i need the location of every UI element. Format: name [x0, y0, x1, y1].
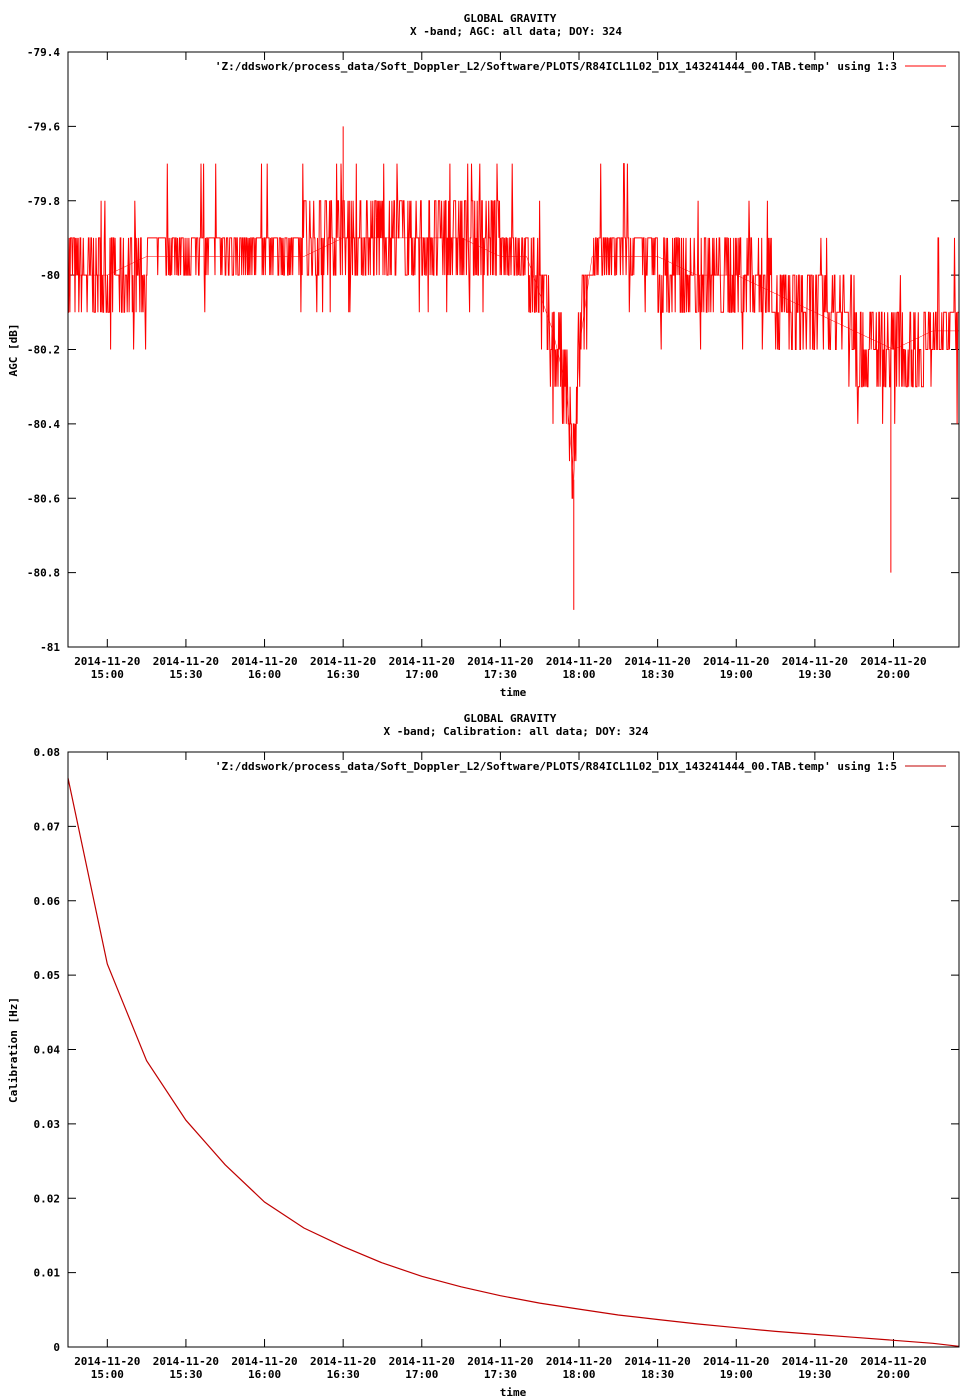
x-tick-time: 17:30 — [484, 1368, 517, 1381]
y-tick-label: 0.06 — [34, 895, 61, 908]
x-tick-labels: 2014-11-2015:002014-11-2015:302014-11-20… — [74, 655, 926, 681]
x-tick-time: 16:30 — [327, 668, 360, 681]
x-tick-date: 2014-11-20 — [153, 655, 219, 668]
y-tick-label: 0.04 — [34, 1044, 61, 1057]
x-tick-date: 2014-11-20 — [782, 655, 848, 668]
x-tick-time: 17:00 — [405, 668, 438, 681]
x-tick-time: 16:30 — [327, 1368, 360, 1381]
series-line — [67, 777, 960, 1347]
y-tick-label: -80.6 — [27, 492, 60, 505]
series-line — [68, 237, 959, 480]
y-axis-label: Calibration [Hz] — [7, 997, 20, 1103]
chart-subtitle: X -band; Calibration: all data; DOY: 324 — [384, 725, 649, 738]
x-tick-date: 2014-11-20 — [74, 1355, 140, 1368]
x-tick-date: 2014-11-20 — [860, 1355, 926, 1368]
x-tick-date: 2014-11-20 — [625, 1355, 691, 1368]
x-tick-time: 15:30 — [169, 668, 202, 681]
chart-title: GLOBAL GRAVITY — [464, 12, 557, 25]
y-tick-label: 0.01 — [34, 1267, 61, 1280]
x-tick-time: 19:00 — [720, 1368, 753, 1381]
x-tick-date: 2014-11-20 — [703, 1355, 769, 1368]
plot-frame — [67, 751, 960, 1348]
x-tick-time: 17:30 — [484, 668, 517, 681]
x-tick-date: 2014-11-20 — [231, 1355, 297, 1368]
y-tick-label: 0.02 — [34, 1192, 61, 1205]
plot-frame — [67, 51, 960, 648]
x-tick-date: 2014-11-20 — [625, 655, 691, 668]
calibration-chart: GLOBAL GRAVITY X -band; Calibration: all… — [7, 712, 960, 1399]
x-tick-time: 17:00 — [405, 1368, 438, 1381]
x-tick-date: 2014-11-20 — [860, 655, 926, 668]
x-tick-date: 2014-11-20 — [231, 655, 297, 668]
x-tick-time: 18:00 — [562, 668, 595, 681]
x-tick-date: 2014-11-20 — [782, 1355, 848, 1368]
x-tick-date: 2014-11-20 — [546, 655, 612, 668]
y-tick-label: -81 — [40, 641, 60, 654]
axis-ticks — [68, 51, 959, 648]
x-tick-date: 2014-11-20 — [703, 655, 769, 668]
x-tick-time: 20:00 — [877, 668, 910, 681]
chart-title: GLOBAL GRAVITY — [464, 712, 557, 725]
y-tick-labels: 0.08 0.07 0.06 0.05 0.04 0.03 0.02 0.01 0 — [34, 746, 61, 1354]
x-tick-date: 2014-11-20 — [310, 655, 376, 668]
x-tick-date: 2014-11-20 — [389, 1355, 455, 1368]
y-tick-label: 0.03 — [34, 1118, 61, 1131]
x-tick-date: 2014-11-20 — [389, 655, 455, 668]
chart-subtitle: X -band; AGC: all data; DOY: 324 — [410, 25, 622, 38]
x-tick-time: 18:30 — [641, 668, 674, 681]
x-tick-date: 2014-11-20 — [153, 1355, 219, 1368]
y-tick-labels: -79.4 -79.6 -79.8 -80 -80.2 -80.4 -80.6 -80.8 -8… — [27, 46, 60, 654]
x-tick-time: 15:00 — [91, 668, 124, 681]
y-tick-label: 0.05 — [34, 969, 61, 982]
x-tick-time: 18:00 — [562, 1368, 595, 1381]
x-tick-time: 18:30 — [641, 1368, 674, 1381]
x-tick-time: 20:00 — [877, 1368, 910, 1381]
x-tick-date: 2014-11-20 — [546, 1355, 612, 1368]
legend-label: 'Z:/ddswork/process_data/Soft_Doppler_L2… — [215, 60, 897, 73]
y-tick-label: 0.07 — [34, 820, 61, 833]
y-tick-label: -79.6 — [27, 120, 60, 133]
y-tick-label: -80.4 — [27, 418, 60, 431]
x-tick-time: 19:30 — [798, 668, 831, 681]
x-tick-date: 2014-11-20 — [74, 655, 140, 668]
x-tick-time: 19:00 — [720, 668, 753, 681]
y-tick-label: -80.2 — [27, 344, 60, 357]
y-tick-label: -79.4 — [27, 46, 60, 59]
x-tick-labels: 2014-11-2015:002014-11-2015:302014-11-20… — [74, 1355, 926, 1381]
y-axis-label: AGC [dB] — [7, 324, 20, 377]
y-tick-label: -80 — [40, 269, 60, 282]
agc-chart: GLOBAL GRAVITY X -band; AGC: all data; D… — [7, 12, 960, 699]
calibration-series — [67, 777, 960, 1347]
x-tick-date: 2014-11-20 — [467, 655, 533, 668]
x-axis-label: time — [500, 1386, 527, 1399]
series-noise — [68, 163, 959, 499]
x-tick-time: 16:00 — [248, 668, 281, 681]
agc-series — [68, 126, 959, 610]
x-tick-date: 2014-11-20 — [310, 1355, 376, 1368]
x-tick-date: 2014-11-20 — [467, 1355, 533, 1368]
x-tick-time: 15:00 — [91, 1368, 124, 1381]
x-tick-time: 19:30 — [798, 1368, 831, 1381]
x-tick-time: 15:30 — [169, 1368, 202, 1381]
y-tick-label: 0 — [53, 1341, 60, 1354]
y-tick-label: -79.8 — [27, 195, 60, 208]
x-axis-label: time — [500, 686, 527, 699]
legend-label: 'Z:/ddswork/process_data/Soft_Doppler_L2… — [215, 760, 897, 773]
y-tick-label: 0.08 — [34, 746, 61, 759]
y-tick-label: -80.8 — [27, 567, 60, 580]
axis-ticks — [68, 751, 959, 1348]
x-tick-time: 16:00 — [248, 1368, 281, 1381]
